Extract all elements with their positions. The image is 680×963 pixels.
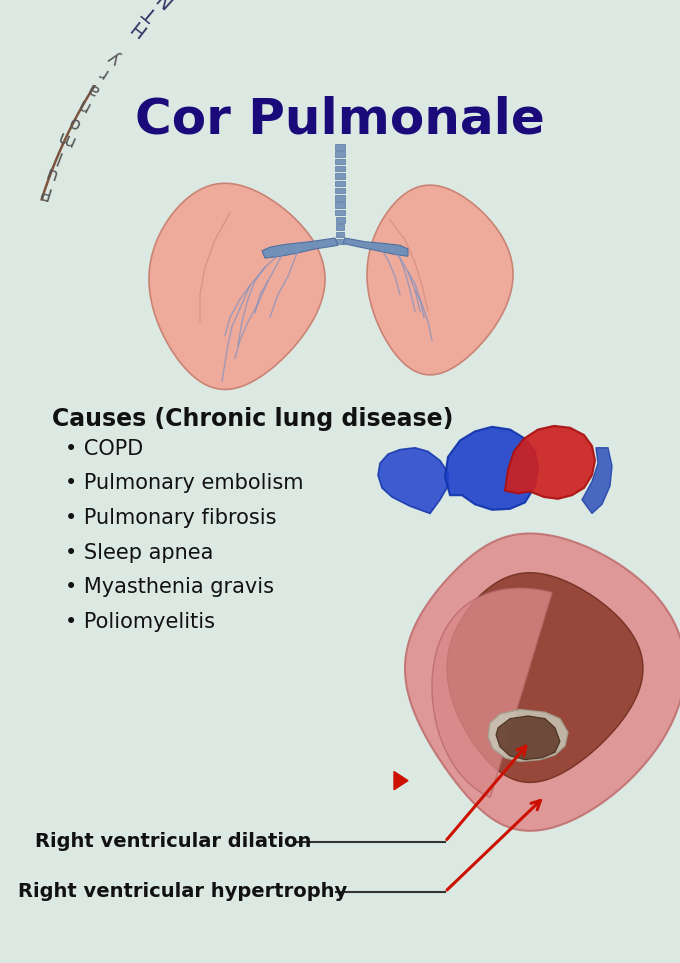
Polygon shape: [262, 238, 338, 258]
Bar: [335, 144, 345, 149]
Polygon shape: [367, 185, 513, 375]
Text: T: T: [140, 1, 161, 24]
Polygon shape: [343, 238, 408, 256]
Bar: [335, 159, 345, 164]
Text: H: H: [126, 15, 150, 39]
Text: y: y: [105, 46, 123, 67]
Text: m: m: [54, 127, 77, 150]
Bar: [335, 217, 345, 222]
Text: r: r: [95, 64, 111, 83]
Text: • Myasthenia gravis: • Myasthenia gravis: [65, 577, 274, 597]
Polygon shape: [432, 588, 552, 797]
Bar: [335, 195, 345, 200]
Polygon shape: [378, 448, 448, 513]
Text: • Sleep apnea: • Sleep apnea: [65, 542, 214, 562]
Bar: [335, 210, 345, 216]
Text: o: o: [65, 111, 83, 132]
Polygon shape: [488, 710, 568, 762]
Bar: [335, 224, 345, 230]
Bar: [335, 173, 345, 179]
Text: l: l: [52, 146, 63, 165]
Bar: [335, 202, 345, 208]
Text: Right ventricular dilation: Right ventricular dilation: [35, 832, 311, 851]
Polygon shape: [496, 716, 560, 760]
Text: • Pulmonary fibrosis: • Pulmonary fibrosis: [65, 508, 277, 528]
Text: u: u: [42, 163, 59, 184]
Bar: [336, 232, 344, 237]
Text: Right ventricular hypertrophy: Right ventricular hypertrophy: [18, 882, 347, 901]
Bar: [335, 188, 345, 194]
Text: • COPD: • COPD: [65, 439, 143, 458]
Polygon shape: [445, 427, 538, 509]
Text: • Pulmonary embolism: • Pulmonary embolism: [65, 473, 303, 493]
Polygon shape: [149, 183, 325, 389]
Bar: [336, 239, 344, 245]
Polygon shape: [582, 448, 612, 513]
Polygon shape: [505, 426, 595, 499]
Text: n: n: [73, 94, 92, 116]
Text: a: a: [84, 78, 102, 99]
Polygon shape: [394, 771, 408, 790]
Bar: [335, 151, 345, 157]
Polygon shape: [405, 534, 680, 831]
Text: N: N: [152, 0, 175, 11]
Text: Causes (Chronic lung disease): Causes (Chronic lung disease): [52, 406, 454, 430]
Polygon shape: [447, 573, 643, 783]
Text: P: P: [37, 181, 52, 201]
Bar: [335, 181, 345, 186]
Bar: [335, 166, 345, 171]
Text: • Poliomyelitis: • Poliomyelitis: [65, 612, 215, 632]
Text: Cor Pulmonale: Cor Pulmonale: [135, 95, 545, 143]
